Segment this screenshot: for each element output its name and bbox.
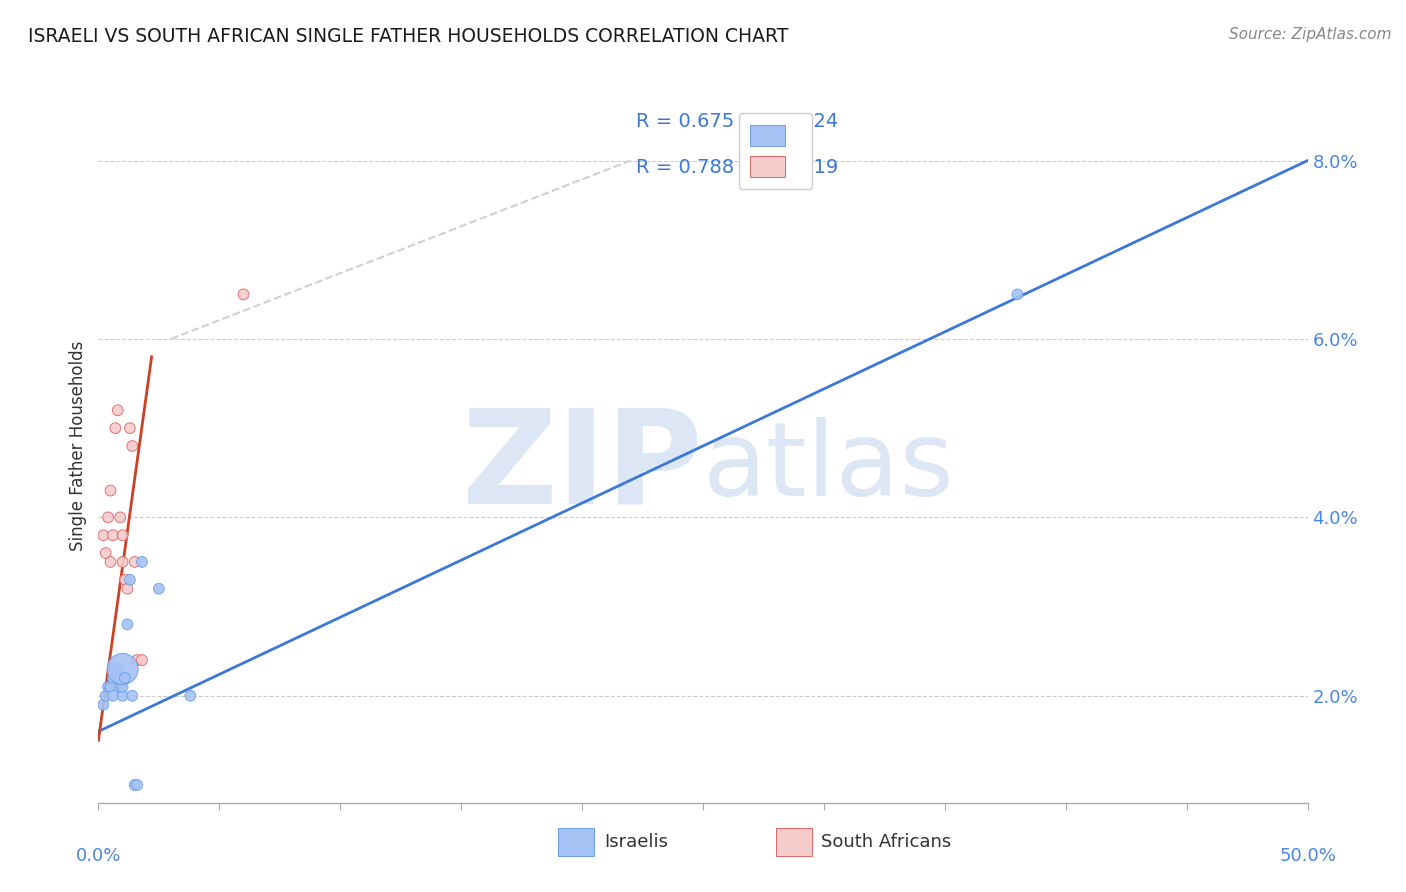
Point [111,662,134,676]
Text: N = 24: N = 24 [769,112,838,131]
Point [100,680,122,694]
Point [127,653,149,667]
Point [118,421,141,435]
Point [108,671,131,685]
Text: R = 0.788: R = 0.788 [637,158,734,178]
Point [232,287,254,301]
Text: R = 0.675: R = 0.675 [637,112,735,131]
Point [124,555,146,569]
Point [111,680,134,694]
Point [114,671,136,685]
Point [121,439,143,453]
Text: ZIP: ZIP [461,404,703,531]
Point [117,617,139,632]
Y-axis label: Single Father Households: Single Father Households [69,341,87,551]
Point [101,671,124,685]
Point [124,778,146,792]
Text: Israelis: Israelis [603,833,668,851]
Point [94,546,117,560]
Point [101,689,124,703]
Point [114,573,136,587]
Point [108,510,131,524]
Point [104,421,127,435]
Point [117,582,139,596]
Point [100,555,122,569]
Point [131,555,153,569]
Legend: , : , [738,113,813,188]
Point [107,662,129,676]
Point [111,528,134,542]
Text: 0.0%: 0.0% [76,847,121,865]
Text: South Africans: South Africans [821,833,952,851]
FancyBboxPatch shape [776,828,811,856]
Text: N = 19: N = 19 [769,158,838,178]
FancyBboxPatch shape [558,828,595,856]
Point [1007,287,1029,301]
Point [118,573,141,587]
Point [100,483,122,498]
Point [101,528,124,542]
Point [127,778,149,792]
Text: ISRAELI VS SOUTH AFRICAN SINGLE FATHER HOUSEHOLDS CORRELATION CHART: ISRAELI VS SOUTH AFRICAN SINGLE FATHER H… [28,27,789,45]
Point [107,403,129,417]
Point [107,671,129,685]
Point [111,689,134,703]
Point [179,689,201,703]
Text: Source: ZipAtlas.com: Source: ZipAtlas.com [1229,27,1392,42]
Point [91,698,114,712]
Point [111,555,134,569]
Point [104,662,127,676]
Point [121,689,143,703]
Text: atlas: atlas [703,417,955,518]
Point [97,680,120,694]
Point [97,510,120,524]
Text: 50.0%: 50.0% [1279,847,1336,865]
Point [108,680,131,694]
Point [148,582,170,596]
Point [91,528,114,542]
Point [131,653,153,667]
Point [94,689,117,703]
